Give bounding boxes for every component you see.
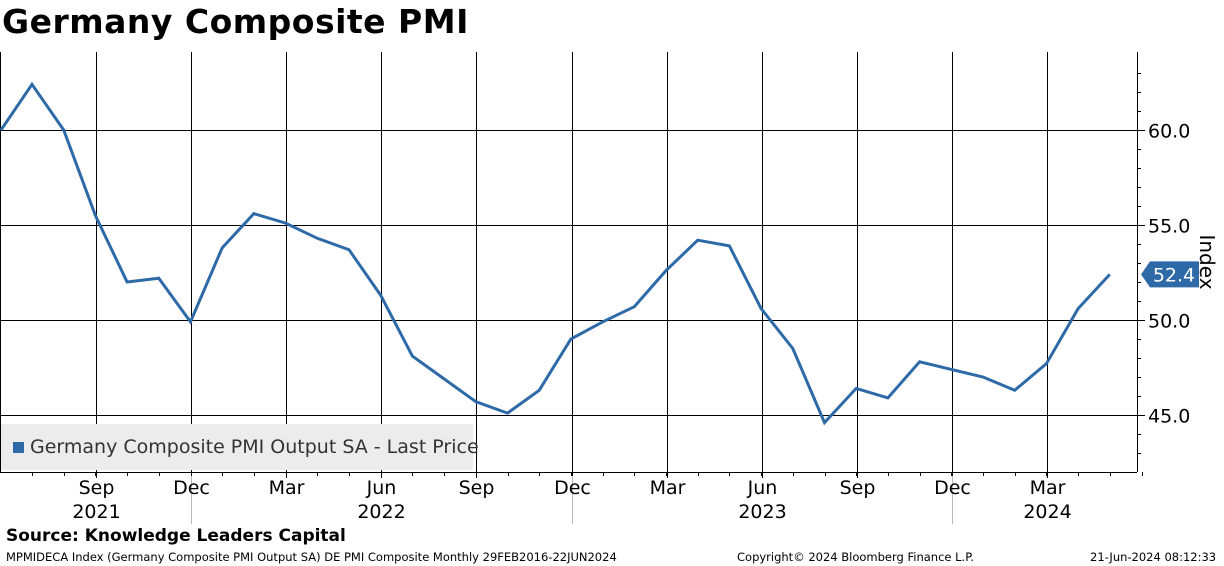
data-point — [601, 320, 605, 324]
data-point — [664, 269, 668, 273]
x-tick-label: Mar — [650, 477, 686, 499]
chart-legend: Germany Composite PMI Output SA - Last P… — [1, 424, 479, 470]
data-point — [125, 280, 129, 284]
data-point — [632, 305, 636, 309]
y-axis-title: Index — [1195, 234, 1219, 289]
data-point — [93, 214, 97, 218]
grid-lines — [0, 52, 1137, 472]
x-tick-label: Sep — [79, 477, 115, 499]
legend-swatch — [13, 442, 24, 453]
legend-label: Germany Composite PMI Output SA - Last P… — [30, 436, 479, 458]
data-point — [854, 386, 858, 390]
footer-copyright: Copyright© 2024 Bloomberg Finance L.P. — [737, 550, 974, 564]
x-year-label: 2024 — [1023, 501, 1071, 523]
data-point — [347, 248, 351, 252]
data-point — [537, 388, 541, 392]
source-note: Source: Knowledge Leaders Capital — [6, 526, 346, 546]
data-point — [886, 396, 890, 400]
data-point — [157, 276, 161, 280]
data-point — [315, 236, 319, 240]
x-tick-label: Dec — [554, 477, 591, 499]
x-tick-label: Dec — [173, 477, 210, 499]
x-year-label: 2022 — [357, 501, 405, 523]
x-tick-label: Mar — [269, 477, 305, 499]
data-point — [189, 320, 193, 324]
x-tick-label: Mar — [1030, 477, 1066, 499]
x-year-label: 2023 — [738, 501, 786, 523]
data-point — [506, 411, 510, 415]
data-point — [1076, 307, 1080, 311]
y-tick-label: 55.0 — [1148, 216, 1190, 238]
data-point — [252, 212, 256, 216]
x-tick-label: Sep — [840, 477, 876, 499]
data-point — [442, 377, 446, 381]
chart-title: Germany Composite PMI — [2, 2, 469, 41]
x-tick-label: Jun — [366, 477, 397, 499]
x-year-label: 2021 — [72, 501, 120, 523]
x-tick-label: Jun — [747, 477, 778, 499]
data-point — [410, 354, 414, 358]
data-point — [1013, 388, 1017, 392]
data-point — [727, 244, 731, 248]
footer-ticker-info: MPMIDECA Index (Germany Composite PMI Ou… — [6, 550, 617, 564]
data-point — [791, 347, 795, 351]
data-point — [379, 293, 383, 297]
data-point — [918, 360, 922, 364]
data-point — [284, 221, 288, 225]
data-point — [823, 421, 827, 425]
data-point — [696, 238, 700, 242]
series-line — [0, 81, 1111, 426]
data-point — [569, 337, 573, 341]
data-point — [949, 367, 953, 371]
data-point — [981, 375, 985, 379]
data-point — [30, 82, 34, 86]
data-point — [1044, 362, 1048, 366]
last-value-badge — [1141, 261, 1199, 288]
series-layer — [0, 81, 1112, 426]
data-point — [220, 246, 224, 250]
axis-layer — [0, 52, 1145, 524]
y-tick-label: 60.0 — [1148, 121, 1190, 143]
y-tick-label: 45.0 — [1148, 406, 1190, 428]
x-tick-label: Sep — [459, 477, 495, 499]
data-point — [62, 128, 66, 132]
x-tick-label: Dec — [934, 477, 971, 499]
footer-timestamp: 21-Jun-2024 08:12:33 — [1090, 550, 1217, 564]
data-point — [1108, 272, 1112, 276]
last-value-label: 52.4 — [1153, 264, 1195, 286]
data-point — [759, 307, 763, 311]
data-point — [474, 400, 478, 404]
y-tick-label: 50.0 — [1148, 311, 1190, 333]
